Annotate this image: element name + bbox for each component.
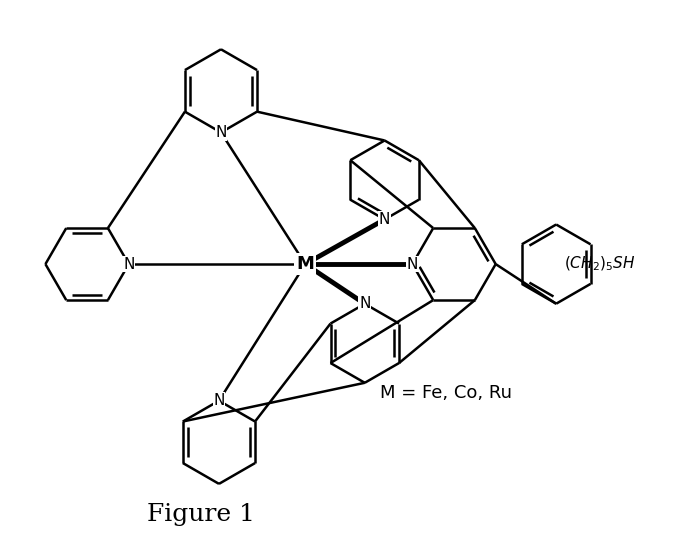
Text: N: N: [213, 393, 225, 408]
Text: M: M: [296, 255, 314, 273]
Text: N: N: [407, 256, 418, 272]
Text: N: N: [379, 212, 390, 227]
Text: N: N: [215, 125, 227, 140]
Text: Figure 1: Figure 1: [147, 503, 255, 526]
Text: N: N: [359, 296, 371, 311]
Text: $(CH_2)_5SH$: $(CH_2)_5SH$: [564, 255, 636, 273]
Text: M = Fe, Co, Ru: M = Fe, Co, Ru: [379, 384, 512, 402]
Text: N: N: [123, 256, 134, 272]
